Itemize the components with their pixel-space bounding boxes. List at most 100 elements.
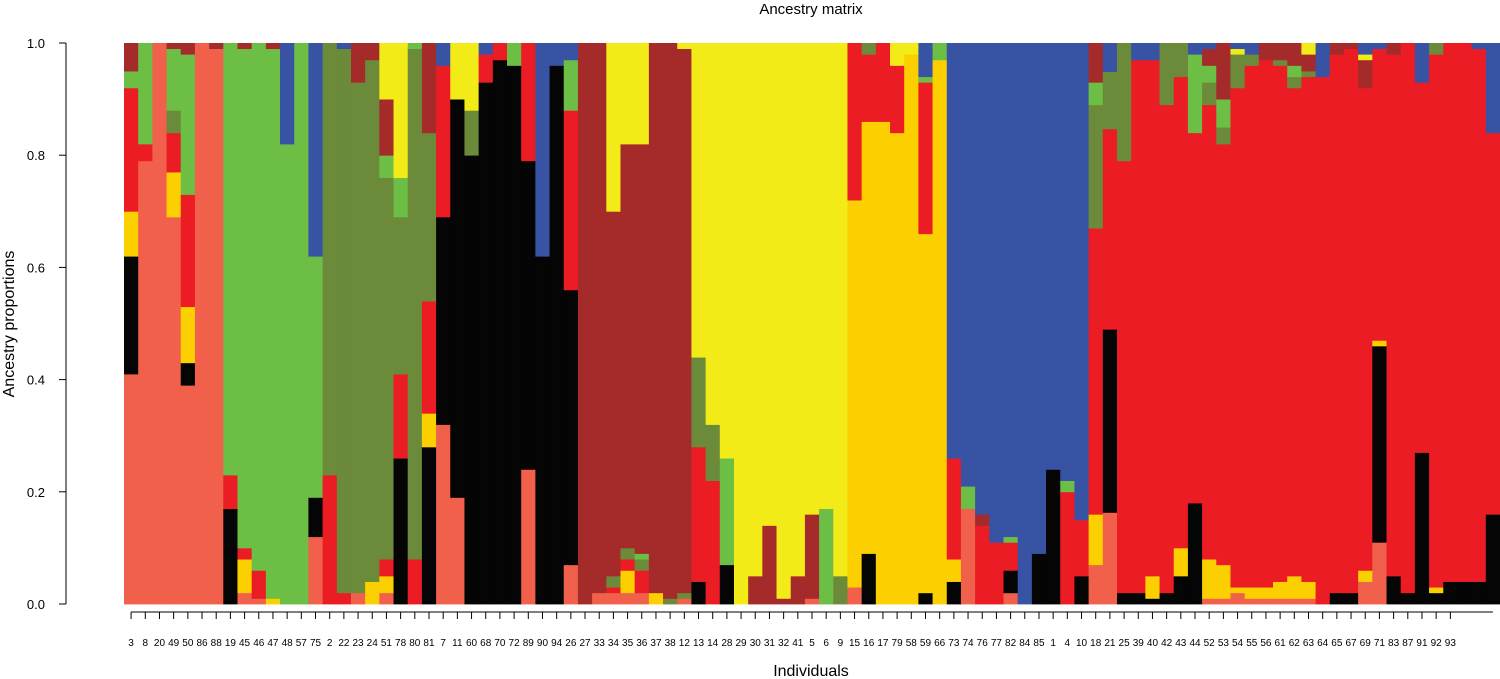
bar-segment-black (1159, 592, 1175, 605)
bar-segment-olive (1088, 104, 1104, 229)
bar-segment-blue (1187, 43, 1203, 55)
bar-segment-yellow (677, 43, 693, 50)
bar-segment-yellow (1301, 43, 1317, 55)
bar-individual-60 (464, 43, 480, 605)
bar-segment-darkred (1301, 54, 1317, 72)
bar-segment-yellow (904, 43, 919, 55)
bar-segment-red (436, 65, 451, 218)
bar-segment-green (237, 48, 253, 549)
x-tick-label: 90 (537, 638, 549, 649)
bar-segment-red (478, 54, 494, 83)
bar-segment-black (507, 65, 522, 605)
bar-segment-darkred (237, 43, 253, 50)
bar-individual-16 (861, 43, 877, 605)
bar-segment-red (1074, 519, 1090, 577)
bar-segment-yellow (1230, 48, 1246, 55)
bar-individual-77 (989, 43, 1005, 605)
bar-segment-darkred (648, 43, 664, 594)
bar-segment-gold (421, 413, 437, 448)
bar-segment-darkred (975, 514, 990, 526)
bar-segment-black (223, 508, 239, 605)
x-tick-label: 59 (920, 638, 932, 649)
bar-individual-20 (152, 43, 168, 605)
bar-individual-64 (1315, 43, 1331, 605)
bar-individual-22 (336, 43, 352, 605)
bar-segment-salmon (379, 592, 395, 605)
x-tick-label: 56 (1260, 638, 1272, 649)
x-tick-label: 58 (906, 638, 918, 649)
bar-individual-14 (705, 43, 721, 605)
bar-segment-darkred (1287, 43, 1303, 66)
bar-segment-red (634, 570, 650, 594)
bar-segment-red (1131, 59, 1146, 594)
bar-segment-green (719, 458, 735, 566)
bar-segment-salmon (1358, 581, 1373, 605)
bar-segment-gold (265, 598, 281, 605)
bar-segment-darkred (350, 43, 366, 83)
bar-segment-yellow (833, 43, 849, 577)
bar-segment-blue (1485, 43, 1500, 134)
bar-segment-black (691, 581, 707, 605)
bar-segment-salmon (237, 592, 253, 605)
bar-segment-red (918, 82, 934, 235)
bar-segment-red (691, 446, 707, 582)
bar-segment-red (1258, 59, 1274, 588)
bar-segment-red (1329, 54, 1345, 594)
bar-segment-blue (308, 43, 324, 257)
bar-individual-83 (1386, 43, 1402, 605)
bar-individual-10 (1074, 43, 1090, 605)
bar-segment-black (124, 256, 139, 375)
bar-segment-yellow (776, 43, 792, 599)
bar-segment-darkred (790, 575, 806, 605)
bar-segment-gold (379, 575, 395, 594)
bar-segment-gold (1301, 581, 1317, 599)
bar-segment-gold (237, 559, 253, 594)
bar-individual-47 (265, 43, 281, 605)
bar-segment-green (223, 43, 239, 476)
bar-segment-olive (1287, 76, 1303, 89)
bar-segment-green (124, 71, 139, 89)
bar-segment-red (407, 559, 423, 605)
x-tick-label: 25 (1119, 638, 1131, 649)
bar-segment-green (918, 76, 934, 83)
bar-segment-salmon (251, 598, 267, 605)
bar-segment-black (1443, 581, 1459, 605)
x-tick-label: 24 (367, 638, 379, 649)
x-tick-label: 60 (466, 638, 478, 649)
x-tick-label: 42 (1161, 638, 1173, 649)
bar-segment-red (237, 547, 253, 560)
bar-segment-red (1400, 43, 1416, 594)
x-tick-label: 51 (381, 638, 393, 649)
bar-segment-green (960, 486, 976, 510)
x-tick-label: 22 (338, 638, 350, 649)
x-tick-label: 35 (622, 638, 634, 649)
bar-segment-black (1102, 329, 1118, 513)
bar-segment-black (492, 59, 508, 605)
bar-segment-yellow (719, 43, 735, 459)
x-tick-label: 21 (1104, 638, 1116, 649)
x-tick-label: 50 (182, 638, 194, 649)
x-tick-label: 87 (1402, 638, 1414, 649)
bar-individual-25 (1116, 43, 1132, 605)
bar-segment-green (280, 143, 295, 605)
bar-segment-salmon (620, 592, 636, 605)
x-tick-label: 55 (1246, 638, 1258, 649)
bar-individual-33 (592, 43, 607, 605)
bar-segment-darkred (180, 43, 196, 55)
bar-segment-red (875, 43, 891, 122)
x-tick-label: 15 (849, 638, 861, 649)
x-tick-label: 74 (962, 638, 974, 649)
bar-segment-salmon (847, 587, 863, 605)
bar-segment-salmon (1230, 592, 1246, 605)
bar-segment-olive (1301, 71, 1317, 78)
bar-segment-black (918, 592, 934, 605)
x-tick-label: 16 (863, 638, 875, 649)
bar-segment-black (1046, 469, 1061, 605)
bar-segment-olive (379, 177, 395, 560)
bar-individual-13 (691, 43, 707, 605)
x-tick-label: 69 (1360, 638, 1372, 649)
x-tick-label: 4 (1065, 638, 1071, 649)
bar-individual-51 (379, 43, 395, 605)
bar-segment-olive (464, 110, 480, 156)
x-tick-label: 29 (736, 638, 748, 649)
